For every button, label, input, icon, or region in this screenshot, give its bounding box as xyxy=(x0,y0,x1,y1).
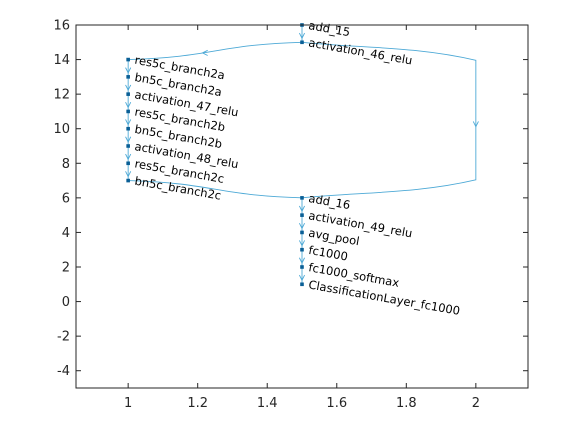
edge-arrow-icon xyxy=(125,84,132,92)
y-tick-label: 4 xyxy=(62,226,70,241)
node-label-activation_46_relu: activation_46_relu xyxy=(307,35,413,67)
y-tick-label: 12 xyxy=(53,88,70,103)
node-labels: add_15activation_46_relures5c_branch2abn… xyxy=(134,18,461,318)
edge-arrow-icon xyxy=(125,171,132,178)
node-res5c_branch2a xyxy=(126,57,130,62)
edge-arrow-icon xyxy=(125,136,132,143)
node-label-fc1000: fc1000 xyxy=(307,243,348,264)
x-tick-label: 1.8 xyxy=(396,396,417,411)
edge-arrow-icon xyxy=(125,119,132,126)
edge-arrow-icon xyxy=(125,101,132,109)
y-tick-label: 2 xyxy=(62,261,70,276)
node-ClassificationLayer_fc1000 xyxy=(300,282,304,287)
plot-box xyxy=(75,24,529,389)
node-bn5c_branch2a xyxy=(126,75,130,79)
edge-arrow-icon xyxy=(298,274,306,282)
node-bn5c_branch2c xyxy=(126,178,130,183)
x-tick-label: 1 xyxy=(124,396,132,411)
x-tick-label: 1.2 xyxy=(187,396,208,411)
y-tick-label: -4 xyxy=(57,364,70,379)
y-tick-label: 16 xyxy=(53,19,70,34)
y-tick-label: -2 xyxy=(57,330,70,345)
x-tick-label: 1.6 xyxy=(326,396,347,411)
edge-arrow-icon xyxy=(298,32,306,40)
node-res5c_branch2b xyxy=(126,109,130,114)
node-res5c_branch2c xyxy=(126,161,130,166)
edge-arrow-icon xyxy=(125,153,132,161)
node-fc1000 xyxy=(300,247,304,252)
node-fc1000_softmax xyxy=(300,265,304,269)
node-activation_47_relu xyxy=(126,92,130,96)
edge-arrow-icon xyxy=(298,205,306,213)
edge-activation_46_relu-to-res5c_branch2a xyxy=(128,41,303,61)
edge-arrow-icon xyxy=(125,67,132,74)
edge-arrow-icon xyxy=(298,257,306,264)
y-tick-label: 10 xyxy=(53,122,70,137)
x-tick-label: 2 xyxy=(472,396,480,411)
y-tick-label: 8 xyxy=(62,157,70,172)
graph-edges xyxy=(125,25,479,285)
edge-bn5c_branch2c-to-add_16 xyxy=(128,180,303,199)
x-tick-label: 1.4 xyxy=(257,396,278,411)
node-add_16 xyxy=(300,196,304,200)
node-avg_pool xyxy=(300,230,304,235)
node-bn5c_branch2b xyxy=(126,126,130,131)
node-activation_49_relu xyxy=(300,213,304,217)
node-activation_48_relu xyxy=(126,144,130,148)
axes: 1 1.2 1.4 1.6 1.8 2 -4 -2 0 2 4 6 8 10 12 14 16 xyxy=(53,19,529,411)
edge-activation_46_relu-to-add_16 xyxy=(301,41,477,199)
y-tick-label: 6 xyxy=(62,191,70,206)
y-tick-label: 0 xyxy=(62,295,70,310)
edge-arrow-icon xyxy=(201,49,208,56)
edge-arrow-icon xyxy=(298,240,306,247)
node-activation_46_relu xyxy=(300,40,304,45)
edge-arrow-icon xyxy=(472,121,479,128)
edge-arrow-icon xyxy=(298,222,306,230)
y-tick-label: 14 xyxy=(53,53,70,68)
